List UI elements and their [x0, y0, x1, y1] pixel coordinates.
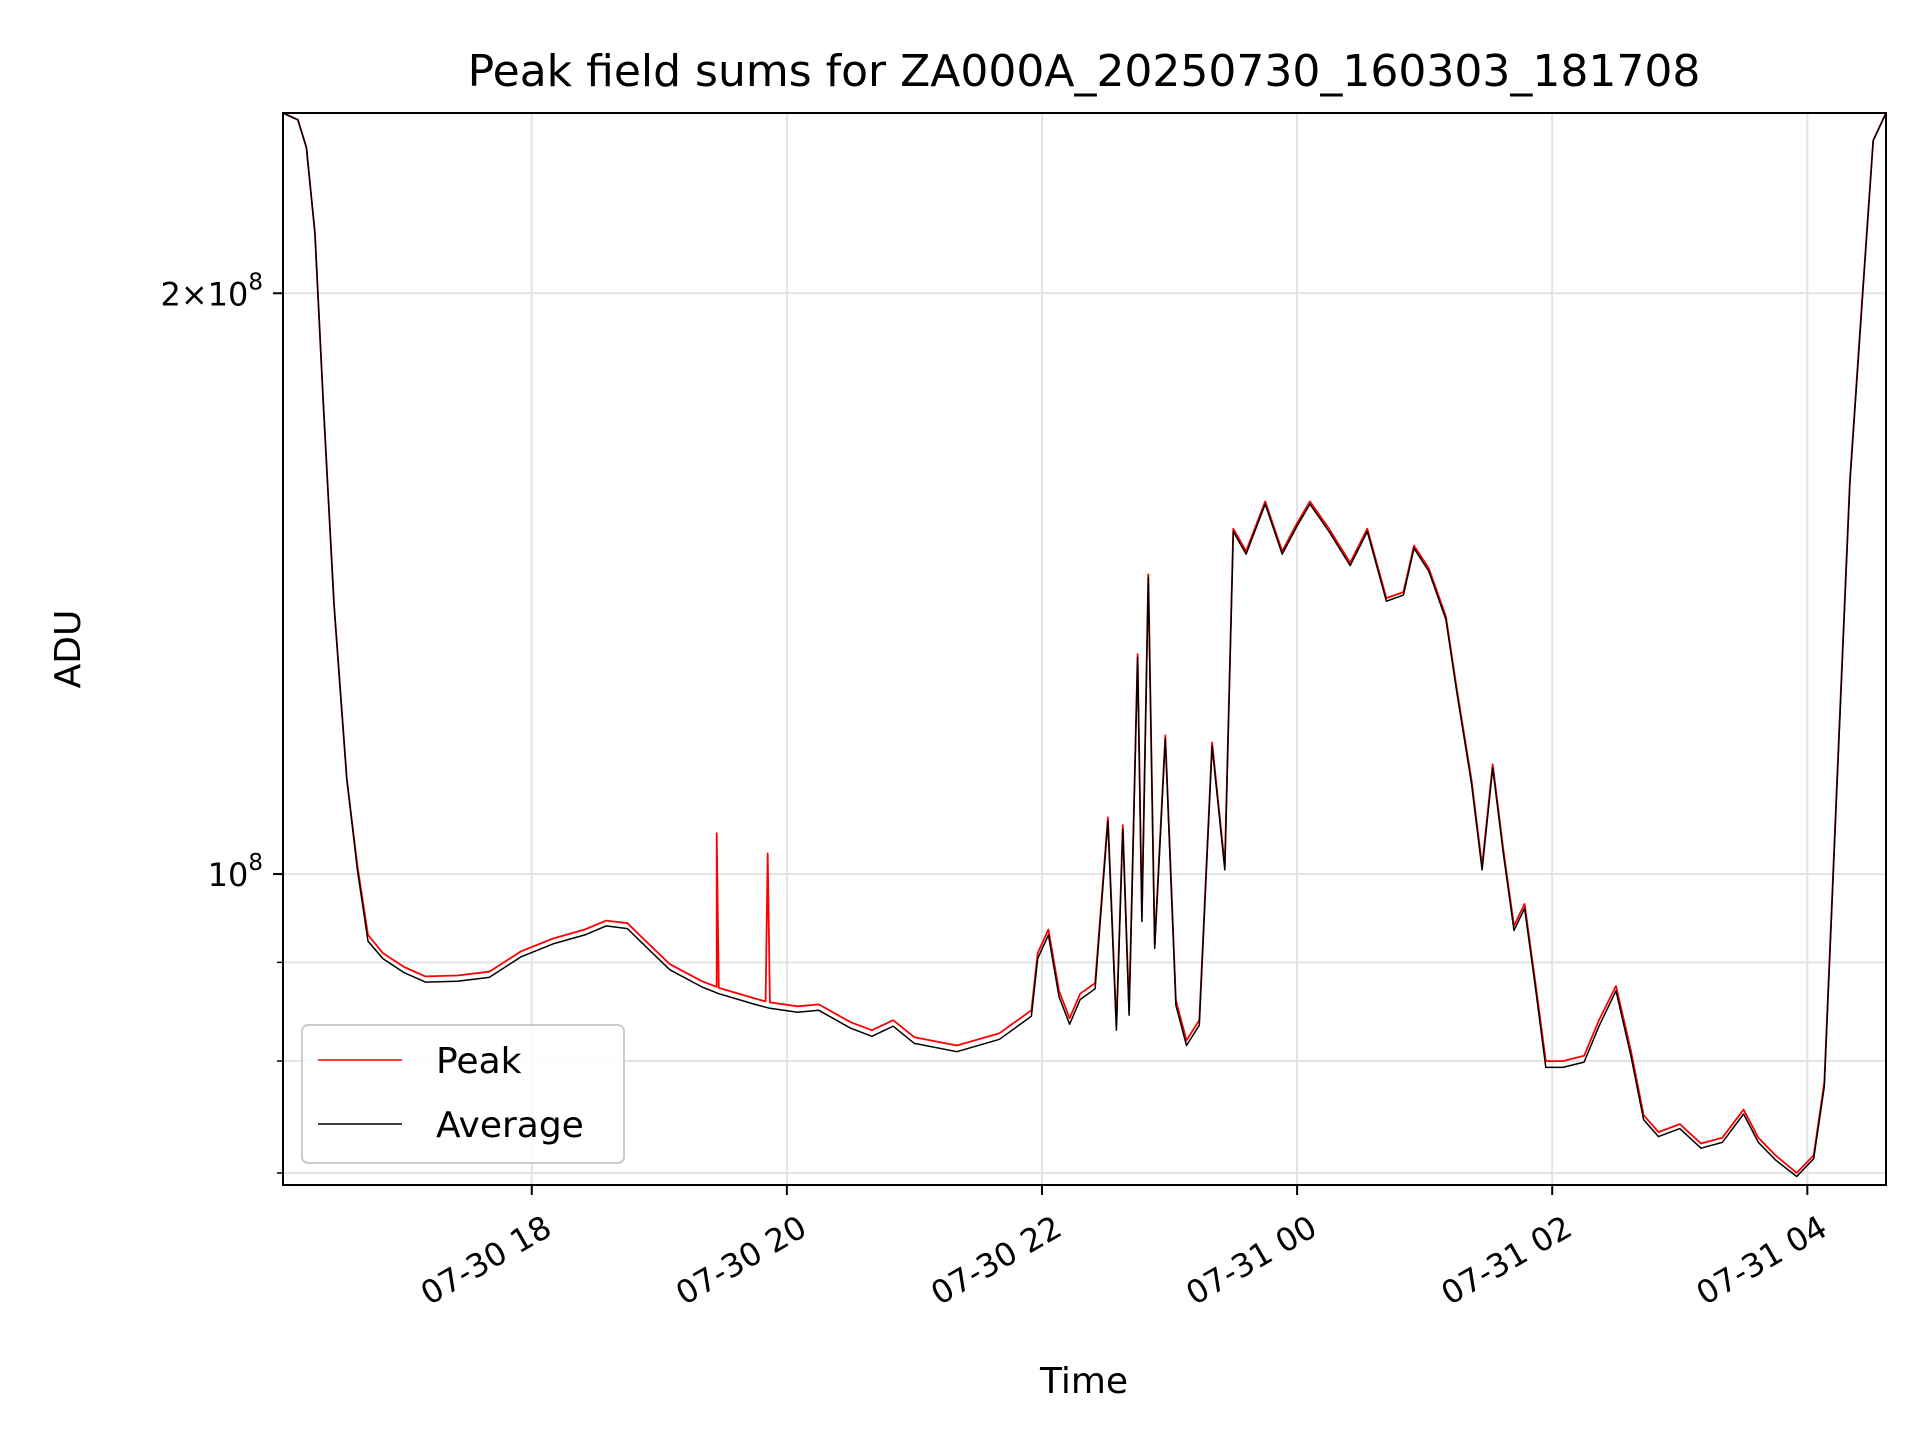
x-axis-label: Time [1039, 1361, 1128, 1402]
series-lines [283, 113, 1886, 1178]
legend-peak-label: Peak [436, 1041, 522, 1082]
y-tick-mantissa: 2 [160, 275, 180, 313]
grid-lines [283, 113, 1886, 1185]
times-sign: × [181, 275, 208, 313]
y-tick-label: 108 [208, 850, 263, 894]
y-tick-label: 2×108 [160, 269, 263, 313]
y-tick-exponent: 8 [248, 850, 263, 876]
chart-title: Peak field sums for ZA000A_20250730_1603… [468, 46, 1701, 97]
series-line-average [283, 113, 1886, 1178]
y-axis-label: ADU [48, 610, 89, 689]
y-tick-base: 10 [208, 275, 249, 313]
y-tick-exponent: 8 [248, 269, 263, 295]
plot-frame [282, 112, 1887, 1186]
y-tick-base: 10 [208, 856, 249, 894]
legend-average-label: Average [436, 1105, 584, 1146]
legend: Peak Average [301, 1024, 625, 1164]
